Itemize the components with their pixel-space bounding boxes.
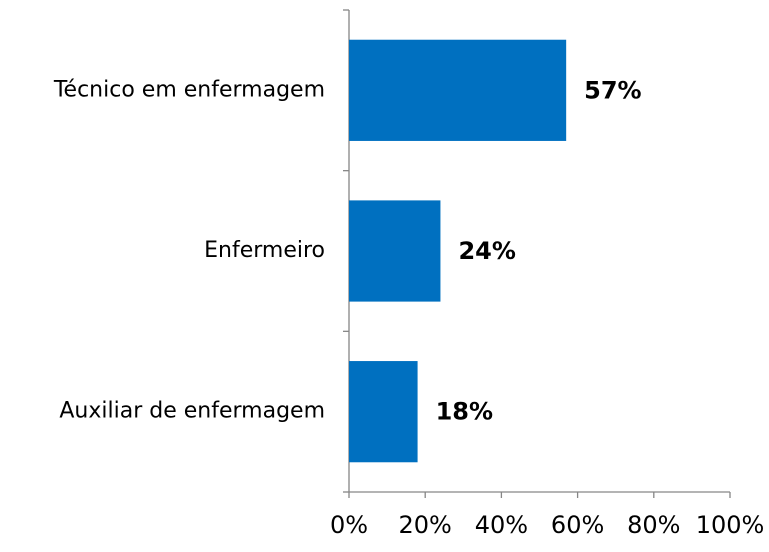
y-tick-label: Técnico em enfermagem	[53, 77, 325, 102]
x-tick-label: 40%	[475, 511, 528, 539]
x-tick-label: 0%	[330, 511, 368, 539]
x-tick-label: 20%	[399, 511, 452, 539]
value-label: 18%	[436, 398, 493, 426]
x-tick-label: 60%	[551, 511, 604, 539]
x-tick-label: 100%	[696, 511, 765, 539]
bar	[349, 200, 441, 302]
bar	[349, 39, 567, 141]
bar	[349, 361, 418, 463]
value-label: 24%	[458, 237, 515, 265]
value-label: 57%	[584, 76, 641, 104]
y-tick-label: Auxiliar de enfermagem	[59, 399, 325, 424]
y-tick-label: Enfermeiro	[204, 238, 325, 263]
x-tick-label: 80%	[627, 511, 680, 539]
